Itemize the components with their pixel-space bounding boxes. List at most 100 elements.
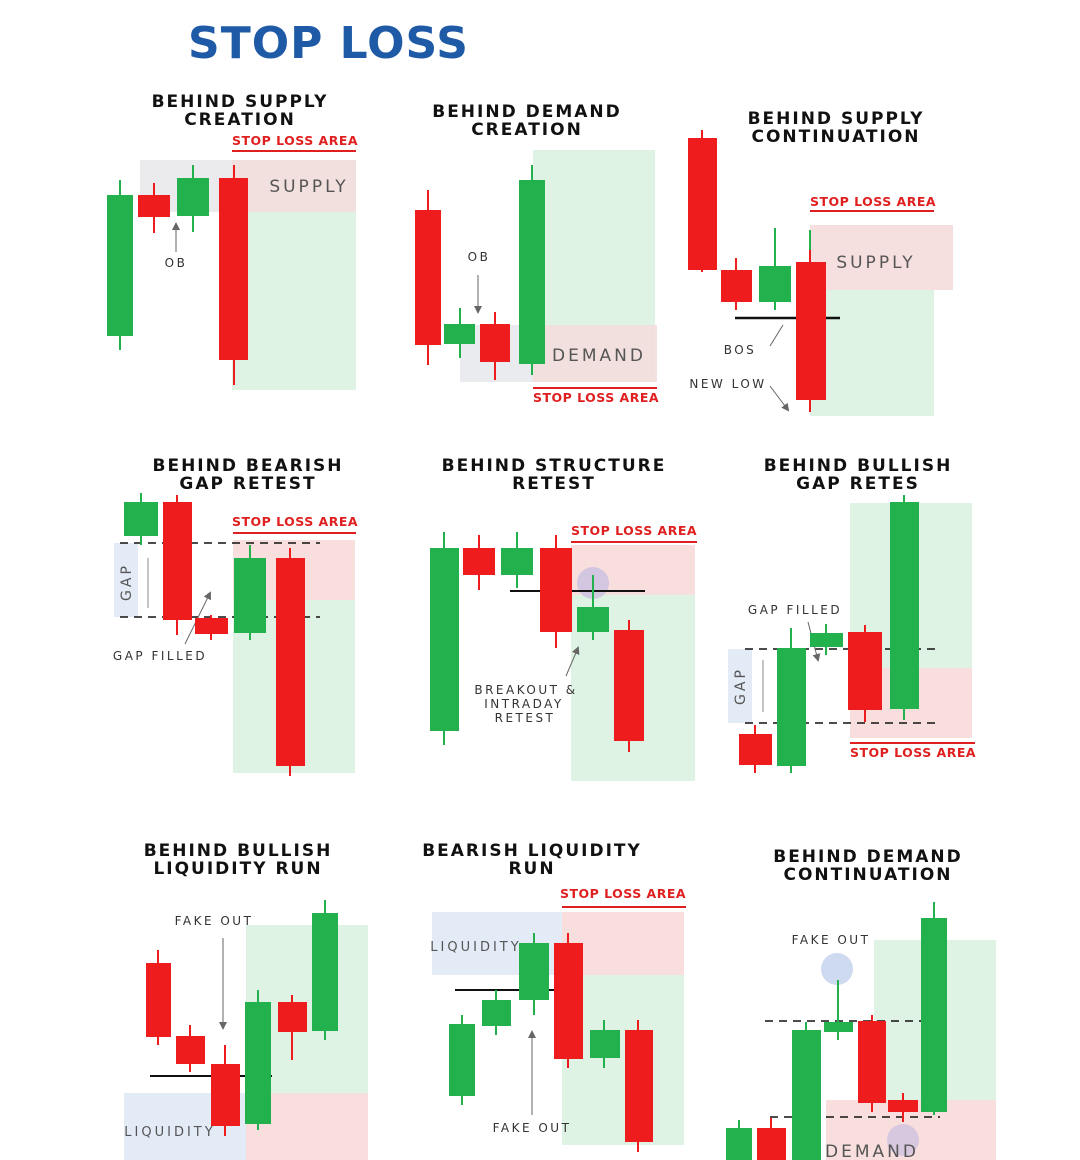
candle-bear [757,1118,786,1160]
candle-bear [721,258,752,310]
breakout-arrow [565,646,580,677]
supply-zone [810,225,953,290]
candle-bull [449,1015,475,1105]
green-zone [810,290,934,416]
gap-label: GAP [119,563,135,601]
candle-bear [554,933,583,1068]
panel-title: BEHIND BULLISH [144,841,333,861]
candle-bear [463,535,495,590]
new-low-label: NEW LOW [689,377,766,391]
gap-filled-label: GAP FILLED [748,603,842,617]
candle-bear [625,1020,653,1152]
candle-bear [176,1025,205,1072]
panel-title: BEHIND DEMAND [773,847,963,867]
candle-bull [124,493,158,545]
stop-loss-area-label: STOP LOSS AREA [232,133,358,148]
candle-bull [444,308,475,358]
stop-loss-area-label: STOP LOSS AREA [533,390,659,405]
stop-loss-area-label: STOP LOSS AREA [232,514,358,529]
stop-loss-area-label: STOP LOSS AREA [560,886,686,901]
panel-title: BEARISH LIQUIDITY [422,841,642,861]
candle-bull [312,900,338,1040]
panel-behind-bullish-gap-retes: GAP BEHIND BULLISH GAP RETES STOP LOSS A… [728,456,976,773]
ob-label: OB [468,250,491,264]
gap-zone [114,543,138,617]
breakout-label: RETEST [495,711,556,725]
candle-bear [276,548,305,776]
ob-label: OB [165,256,188,270]
candle-bear [888,1093,918,1122]
breakout-label: INTRADAY [484,697,564,711]
supply-zone-label: SUPPLY [269,177,348,197]
page-title: STOP LOSS [188,18,469,69]
candle-bull [810,624,843,655]
candle-bear [146,950,171,1045]
panel-title: RETEST [512,474,596,494]
panel-behind-demand-creation: BEHIND DEMAND CREATION STOP LOSS AREA DE… [415,102,659,405]
candle-bear [858,1015,886,1112]
candle-bear [739,725,772,773]
panel-behind-demand-continuation: BEHIND DEMAND CONTINUATION FAKE OUT DEMA… [726,847,996,1160]
candle-bull [824,980,853,1040]
candle-bear [415,190,441,365]
candle-bull [245,990,271,1130]
candle-bear [614,620,644,752]
candle-bull [519,933,549,1015]
panel-bearish-liquidity-run: LIQUIDITY BEARISH LIQUIDITY RUN STOP LOS… [422,841,686,1152]
panel-title: LIQUIDITY RUN [153,859,322,879]
fake-out-label: FAKE OUT [792,933,871,947]
panel-behind-bullish-liquidity-run: LIQUIDITY BEHIND BULLISH LIQUIDITY RUN F… [124,841,368,1160]
gap-filled-label: GAP FILLED [113,649,207,663]
candle-bull [590,1020,620,1068]
panel-behind-supply-creation: BEHIND SUPPLY CREATION STOP LOSS AREA SU… [107,92,358,390]
fake-out-label: FAKE OUT [175,914,254,928]
panel-title: RUN [508,859,555,879]
panel-title: CONTINUATION [783,865,952,885]
candle-bull [177,165,209,232]
bos-arrow [769,324,784,347]
liquidity-label: LIQUIDITY [124,1125,215,1140]
liquidity-label: LIQUIDITY [430,940,521,955]
candle-bull [234,545,266,640]
candle-bull [777,628,806,773]
demand-zone-label: DEMAND [552,346,646,366]
gap-label: GAP [733,667,749,705]
candle-bull [921,902,947,1115]
candle-bull [890,495,919,720]
panel-title: BEHIND DEMAND [432,102,622,122]
candle-bear [796,250,826,412]
panel-title: BEHIND SUPPLY [152,92,329,112]
bos-label: BOS [724,343,757,357]
supply-zone-label: SUPPLY [836,253,915,273]
candle-bear [219,165,248,385]
candle-bull [726,1120,752,1160]
panel-behind-bearish-gap-retest: GAP BEHIND BEARISH GAP RETEST STOP LOSS … [113,456,358,776]
panel-title: CONTINUATION [751,127,920,147]
candle-bear [195,615,228,640]
candle-bull [107,180,133,350]
candle-bull [519,165,545,375]
retest-marker [887,1124,919,1156]
new-low-arrow [769,385,790,412]
candle-bear [688,130,717,272]
panel-title: CREATION [184,110,296,130]
candle-bull [482,990,511,1035]
candle-bull [759,228,791,310]
panel-behind-structure-retest: BEHIND STRUCTURE RETEST STOP LOSS AREA B… [430,456,697,781]
candle-bear [278,995,307,1060]
candle-bull [501,532,533,588]
candle-bear [138,183,170,233]
candle-bear [848,625,882,722]
stop-loss-area-label: STOP LOSS AREA [850,745,976,760]
panel-title: BEHIND BULLISH [764,456,953,476]
candle-bear [480,312,510,380]
panel-title: GAP RETEST [179,474,316,494]
fake-out-label: FAKE OUT [493,1121,572,1135]
candle-bear [163,495,192,635]
gap-zone [728,649,752,723]
demand-zone-label: DEMAND [825,1142,919,1160]
panel-title: CREATION [471,120,583,140]
stop-loss-area-label: STOP LOSS AREA [571,523,697,538]
stop-loss-area-label: STOP LOSS AREA [810,194,936,209]
candle-bull [792,1022,821,1160]
